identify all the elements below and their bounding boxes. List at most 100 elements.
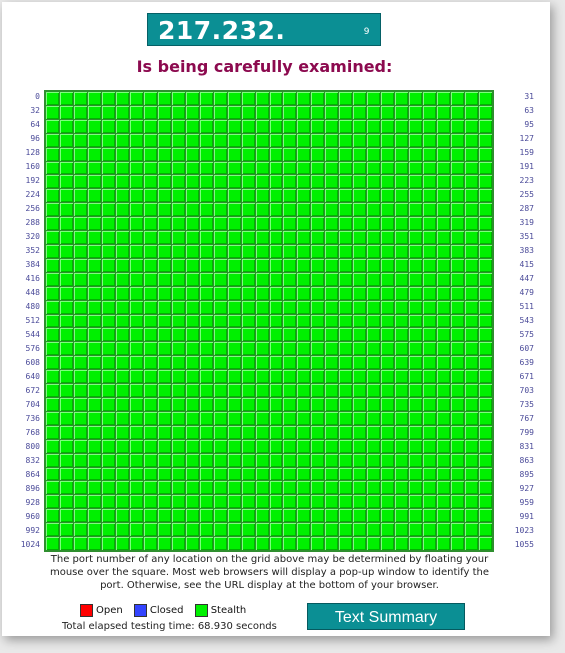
port-cell[interactable] <box>213 425 227 439</box>
port-cell[interactable] <box>283 189 297 203</box>
port-cell[interactable] <box>101 495 115 509</box>
port-cell[interactable] <box>227 537 241 550</box>
port-cell[interactable] <box>367 314 381 328</box>
port-cell[interactable] <box>255 537 269 550</box>
port-cell[interactable] <box>129 300 143 314</box>
port-cell[interactable] <box>479 217 492 231</box>
port-cell[interactable] <box>339 384 353 397</box>
port-cell[interactable] <box>325 258 339 272</box>
port-cell[interactable] <box>311 189 325 203</box>
port-cell[interactable] <box>409 398 423 411</box>
port-cell[interactable] <box>213 370 227 384</box>
port-cell[interactable] <box>381 411 395 425</box>
port-cell[interactable] <box>101 300 115 314</box>
port-cell[interactable] <box>423 217 437 231</box>
port-cell[interactable] <box>199 189 213 203</box>
port-cell[interactable] <box>437 300 451 314</box>
port-cell[interactable] <box>101 175 115 189</box>
port-cell[interactable] <box>311 495 325 509</box>
port-cell[interactable] <box>227 119 241 133</box>
port-cell[interactable] <box>59 286 73 300</box>
port-cell[interactable] <box>46 258 59 272</box>
port-cell[interactable] <box>59 133 73 147</box>
port-cell[interactable] <box>199 300 213 314</box>
port-cell[interactable] <box>409 342 423 356</box>
port-cell[interactable] <box>339 314 353 328</box>
port-cell[interactable] <box>171 398 185 411</box>
port-cell[interactable] <box>46 161 59 175</box>
port-cell[interactable] <box>157 411 171 425</box>
port-cell[interactable] <box>465 175 479 189</box>
port-cell[interactable] <box>311 370 325 384</box>
port-cell[interactable] <box>171 175 185 189</box>
port-cell[interactable] <box>381 356 395 370</box>
port-cell[interactable] <box>311 272 325 286</box>
port-cell[interactable] <box>297 175 311 189</box>
port-cell[interactable] <box>157 342 171 356</box>
port-cell[interactable] <box>101 328 115 342</box>
port-cell[interactable] <box>227 481 241 495</box>
port-cell[interactable] <box>185 537 199 550</box>
port-cell[interactable] <box>325 300 339 314</box>
port-cell[interactable] <box>437 370 451 384</box>
port-cell[interactable] <box>451 203 465 217</box>
port-cell[interactable] <box>157 509 171 523</box>
port-cell[interactable] <box>311 398 325 411</box>
port-cell[interactable] <box>115 189 129 203</box>
port-cell[interactable] <box>101 231 115 244</box>
port-cell[interactable] <box>381 245 395 258</box>
port-cell[interactable] <box>339 258 353 272</box>
port-cell[interactable] <box>227 425 241 439</box>
port-cell[interactable] <box>241 245 255 258</box>
port-cell[interactable] <box>115 286 129 300</box>
port-cell[interactable] <box>395 481 409 495</box>
port-cell[interactable] <box>143 272 157 286</box>
port-cell[interactable] <box>395 147 409 161</box>
port-cell[interactable] <box>157 147 171 161</box>
port-cell[interactable] <box>381 203 395 217</box>
port-cell[interactable] <box>465 328 479 342</box>
port-cell[interactable] <box>241 203 255 217</box>
port-cell[interactable] <box>283 370 297 384</box>
port-cell[interactable] <box>311 245 325 258</box>
port-cell[interactable] <box>171 119 185 133</box>
port-cell[interactable] <box>451 314 465 328</box>
port-cell[interactable] <box>479 147 492 161</box>
port-cell[interactable] <box>311 231 325 244</box>
port-cell[interactable] <box>269 300 283 314</box>
port-cell[interactable] <box>311 384 325 397</box>
port-cell[interactable] <box>87 203 101 217</box>
port-cell[interactable] <box>115 300 129 314</box>
port-cell[interactable] <box>157 92 171 105</box>
port-cell[interactable] <box>143 537 157 550</box>
port-cell[interactable] <box>297 300 311 314</box>
port-cell[interactable] <box>353 147 367 161</box>
port-cell[interactable] <box>367 119 381 133</box>
port-cell[interactable] <box>87 537 101 550</box>
port-cell[interactable] <box>353 258 367 272</box>
port-cell[interactable] <box>87 286 101 300</box>
port-cell[interactable] <box>465 370 479 384</box>
port-cell[interactable] <box>353 161 367 175</box>
port-cell[interactable] <box>409 92 423 105</box>
port-cell[interactable] <box>241 314 255 328</box>
port-cell[interactable] <box>339 509 353 523</box>
port-cell[interactable] <box>199 328 213 342</box>
port-cell[interactable] <box>311 92 325 105</box>
port-cell[interactable] <box>381 439 395 453</box>
port-cell[interactable] <box>423 133 437 147</box>
port-cell[interactable] <box>367 272 381 286</box>
port-cell[interactable] <box>479 523 492 537</box>
port-cell[interactable] <box>59 92 73 105</box>
port-cell[interactable] <box>101 203 115 217</box>
port-cell[interactable] <box>381 92 395 105</box>
port-cell[interactable] <box>465 245 479 258</box>
port-cell[interactable] <box>185 328 199 342</box>
port-cell[interactable] <box>297 147 311 161</box>
port-cell[interactable] <box>115 245 129 258</box>
port-cell[interactable] <box>423 453 437 467</box>
port-cell[interactable] <box>311 161 325 175</box>
port-cell[interactable] <box>325 189 339 203</box>
port-cell[interactable] <box>297 509 311 523</box>
port-cell[interactable] <box>381 258 395 272</box>
